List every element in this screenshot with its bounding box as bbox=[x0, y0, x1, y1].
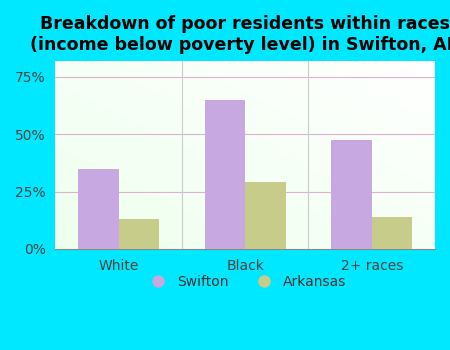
Bar bbox=[245, 182, 286, 249]
Legend: Swifton, Arkansas: Swifton, Arkansas bbox=[139, 270, 352, 295]
Bar bbox=[372, 217, 412, 249]
Title: Breakdown of poor residents within races
(income below poverty level) in Swifton: Breakdown of poor residents within races… bbox=[30, 15, 450, 54]
Bar bbox=[78, 169, 119, 249]
Bar bbox=[331, 140, 372, 249]
Bar bbox=[119, 219, 159, 249]
Bar bbox=[205, 100, 245, 249]
